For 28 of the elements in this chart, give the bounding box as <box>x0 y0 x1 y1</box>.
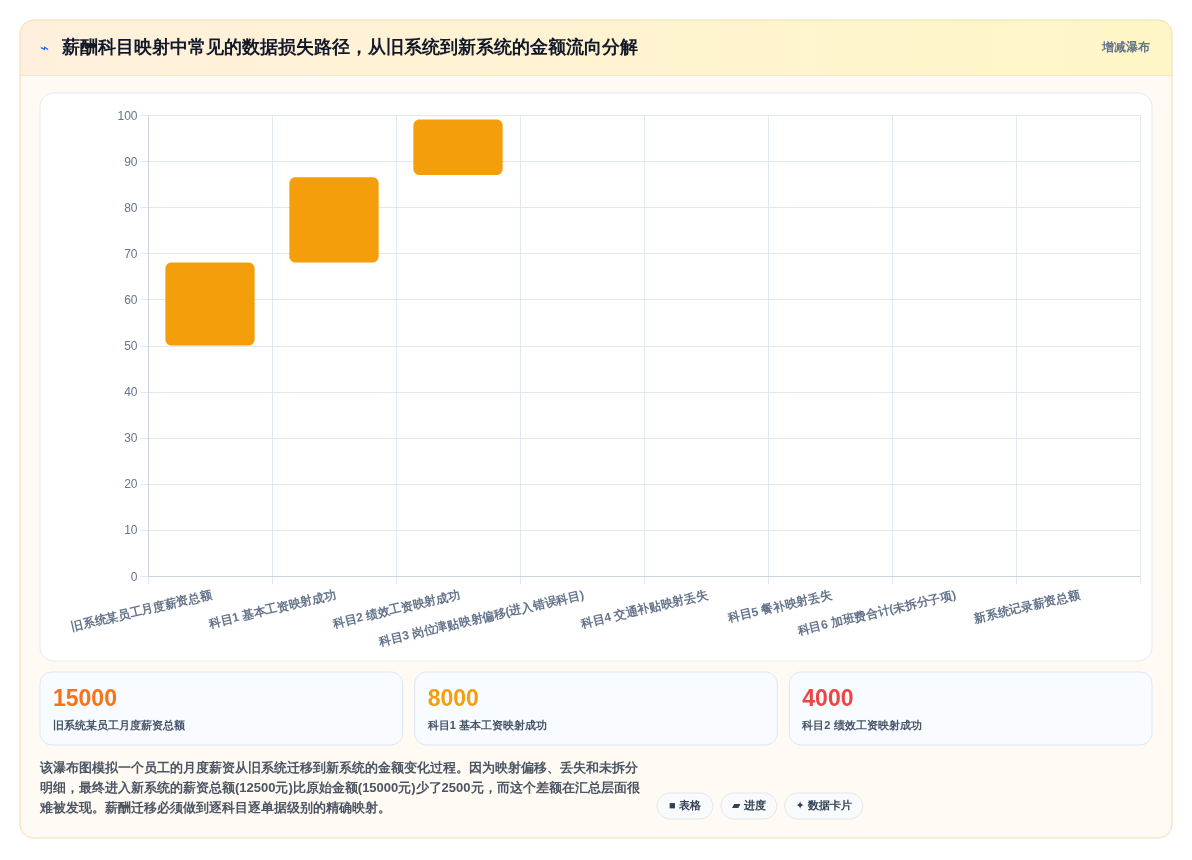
y-tick-label: 20 <box>124 477 138 492</box>
text: 该瀑布图模拟一个员工的月度薪资从旧系统迁移到新系统的金额变化过程。因为映射偏移、丢失和未拆分明细，最终进入新系统的薪资总额(12500元)比原始金额(15000元)少了2500元，而这个差额在汇总层面很难被发现。薪酬迁移必须做到逐科目逐单据级别的精确映射。 <box>39 760 641 815</box>
text: ▰ 进度 <box>732 799 766 811</box>
y-tick-label: 100 <box>117 108 138 123</box>
text: 8000 <box>427 685 479 711</box>
chart-title: 薪酬科目映射中常见的数据损失路径，从旧系统到新系统的金额流向分解 <box>61 37 638 57</box>
y-tick-label: 70 <box>124 246 138 261</box>
y-tick-label: 60 <box>124 292 138 307</box>
y-tick-label: 10 <box>124 523 138 538</box>
x-tick-label: 新系统记录薪资总额 <box>971 587 1083 626</box>
y-tick-label: 30 <box>124 431 138 446</box>
y-tick-label: 80 <box>124 200 138 215</box>
text: ✦ 数据卡片 <box>795 799 852 811</box>
bar <box>289 177 379 263</box>
text: 旧系统某员工月度薪资总额 <box>53 719 186 731</box>
text: 增减瀑布 <box>1101 40 1150 54</box>
text: ⌁ <box>40 39 50 57</box>
bar <box>413 119 503 175</box>
text: 科目2 绩效工资映射成功 <box>801 719 922 731</box>
y-tick-label: 90 <box>124 154 138 169</box>
y-tick-label: 0 <box>130 569 138 584</box>
bar <box>165 262 255 346</box>
y-tick-label: 40 <box>124 385 138 400</box>
text: 4000 <box>802 685 854 711</box>
text: ■ 表格 <box>669 799 702 811</box>
text: 科目1 基本工资映射成功 <box>426 719 547 731</box>
text: 15000 <box>53 685 117 711</box>
y-tick-label: 50 <box>124 339 138 353</box>
